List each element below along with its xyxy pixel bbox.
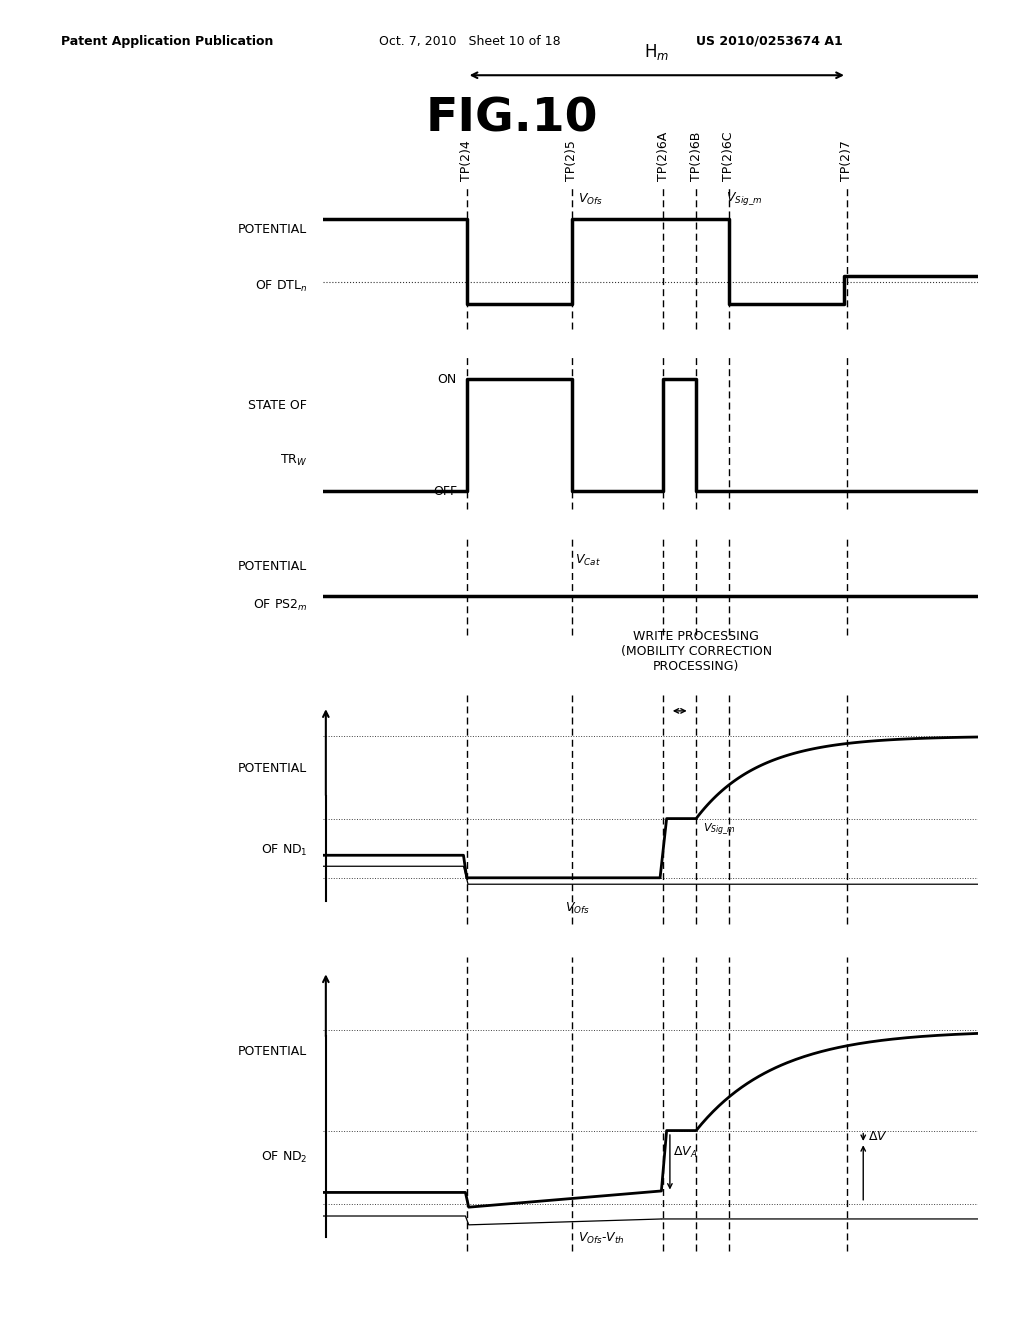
Text: TP(2)6B: TP(2)6B xyxy=(689,132,702,181)
Text: Oct. 7, 2010   Sheet 10 of 18: Oct. 7, 2010 Sheet 10 of 18 xyxy=(379,34,560,48)
Text: TP(2)6C: TP(2)6C xyxy=(722,131,735,181)
Text: OF ND$_2$: OF ND$_2$ xyxy=(261,1150,307,1164)
Text: $V_{Ofs}$-$V_{th}$: $V_{Ofs}$-$V_{th}$ xyxy=(579,1230,625,1246)
Text: $V_{Sig\_m}$: $V_{Sig\_m}$ xyxy=(726,190,762,207)
Text: $V_{Ofs}$: $V_{Ofs}$ xyxy=(565,900,590,916)
Text: TP(2)5: TP(2)5 xyxy=(565,140,579,181)
Text: WRITE PROCESSING
(MOBILITY CORRECTION
PROCESSING): WRITE PROCESSING (MOBILITY CORRECTION PR… xyxy=(621,630,772,673)
Text: H$_m$: H$_m$ xyxy=(644,42,670,62)
Text: FIG.10: FIG.10 xyxy=(426,96,598,141)
Text: TR$_W$: TR$_W$ xyxy=(280,453,307,469)
Text: OFF: OFF xyxy=(433,484,457,498)
Text: $V_{Sig\_m}$: $V_{Sig\_m}$ xyxy=(702,821,735,837)
Text: ON: ON xyxy=(437,374,457,385)
Text: Patent Application Publication: Patent Application Publication xyxy=(61,34,273,48)
Text: $\Delta V$: $\Delta V$ xyxy=(868,1130,888,1143)
Text: $V_{Cat}$: $V_{Cat}$ xyxy=(574,553,601,568)
Text: TP(2)6A: TP(2)6A xyxy=(656,132,670,181)
Text: $\Delta V_A$: $\Delta V_A$ xyxy=(673,1146,697,1160)
Text: POTENTIAL: POTENTIAL xyxy=(238,223,307,236)
Text: POTENTIAL: POTENTIAL xyxy=(238,560,307,573)
Text: POTENTIAL: POTENTIAL xyxy=(238,762,307,775)
Text: $V_{Ofs}$: $V_{Ofs}$ xyxy=(579,193,603,207)
Text: TP(2)7: TP(2)7 xyxy=(841,140,853,181)
Text: STATE OF: STATE OF xyxy=(249,399,307,412)
Text: POTENTIAL: POTENTIAL xyxy=(238,1044,307,1057)
Text: US 2010/0253674 A1: US 2010/0253674 A1 xyxy=(696,34,843,48)
Text: OF PS2$_m$: OF PS2$_m$ xyxy=(253,598,307,612)
Text: TP(2)4: TP(2)4 xyxy=(460,140,473,181)
Text: OF DTL$_n$: OF DTL$_n$ xyxy=(255,280,307,294)
Text: OF ND$_1$: OF ND$_1$ xyxy=(261,843,307,858)
